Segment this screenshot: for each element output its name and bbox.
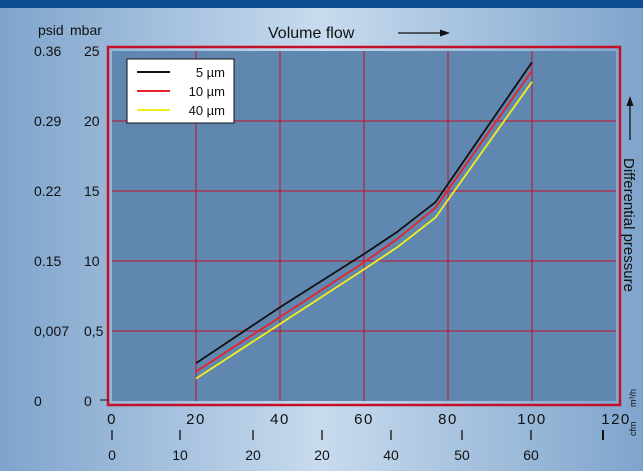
cfm-tick-labels: 0 10 20 20 40 50 60 xyxy=(108,430,604,463)
cfm-tick-label: 20 xyxy=(245,447,261,463)
y-tick-label-psid: 0,007 xyxy=(34,323,69,339)
y-tick-label-mbar: 0 xyxy=(84,393,92,409)
y-tick-label-psid: 0.22 xyxy=(34,183,61,199)
x-unit-m3h: m³/h xyxy=(628,389,638,407)
x-tick-label: 100 xyxy=(517,411,547,428)
legend-label: 40 µm xyxy=(189,103,225,118)
x-tick-labels: 0 20 40 60 80 100 120 xyxy=(107,411,631,428)
x-tick-label: 20 xyxy=(186,411,206,428)
cfm-tick-label: 20 xyxy=(314,447,330,463)
x-tick-label: 80 xyxy=(438,411,458,428)
legend: 5 µm 10 µm 40 µm xyxy=(126,58,235,124)
y-axis-title: Differential pressure xyxy=(620,158,637,292)
y-axis-arrow-icon xyxy=(626,96,634,140)
top-band xyxy=(0,0,643,8)
y-tick-labels: 0 0 0,5 0,007 10 0.15 15 0.22 20 0.29 25 0.36 xyxy=(34,43,108,409)
cfm-tick-label: 0 xyxy=(108,447,116,463)
series-lines xyxy=(195,61,533,380)
x-tick-label: 120 xyxy=(601,411,631,428)
y-tick-label-mbar: 25 xyxy=(84,43,100,59)
cfm-tick-label: 60 xyxy=(523,447,539,463)
cfm-tick-label: 10 xyxy=(172,447,188,463)
y-tick-label-psid: 0.29 xyxy=(34,113,61,129)
x-axis-arrow-icon xyxy=(398,29,450,37)
legend-label: 5 µm xyxy=(196,65,225,80)
left-unit-mbar: mbar xyxy=(70,22,102,38)
cfm-tick-label: 40 xyxy=(383,447,399,463)
y-tick-label-mbar: 0,5 xyxy=(84,323,104,339)
x-unit-cfm: cfm xyxy=(628,422,638,437)
x-axis-title: Volume flow xyxy=(268,25,355,42)
series-line xyxy=(195,70,533,373)
y-tick-label-mbar: 15 xyxy=(84,183,100,199)
series-line xyxy=(195,61,533,364)
legend-label: 10 µm xyxy=(189,84,225,99)
y-tick-label-psid: 0.15 xyxy=(34,253,61,269)
cfm-tick-label: 50 xyxy=(454,447,470,463)
x-tick-label: 40 xyxy=(270,411,290,428)
y-tick-label-psid: 0 xyxy=(34,393,42,409)
y-tick-label-psid: 0.36 xyxy=(34,43,61,59)
x-tick-label: 0 xyxy=(107,411,117,428)
grid-lines xyxy=(112,51,616,401)
y-tick-label-mbar: 20 xyxy=(84,113,100,129)
series-line xyxy=(195,81,533,380)
left-unit-psid: psid xyxy=(38,22,64,38)
x-tick-label: 60 xyxy=(354,411,374,428)
y-tick-label-mbar: 10 xyxy=(84,253,100,269)
plot-frame xyxy=(106,45,622,407)
